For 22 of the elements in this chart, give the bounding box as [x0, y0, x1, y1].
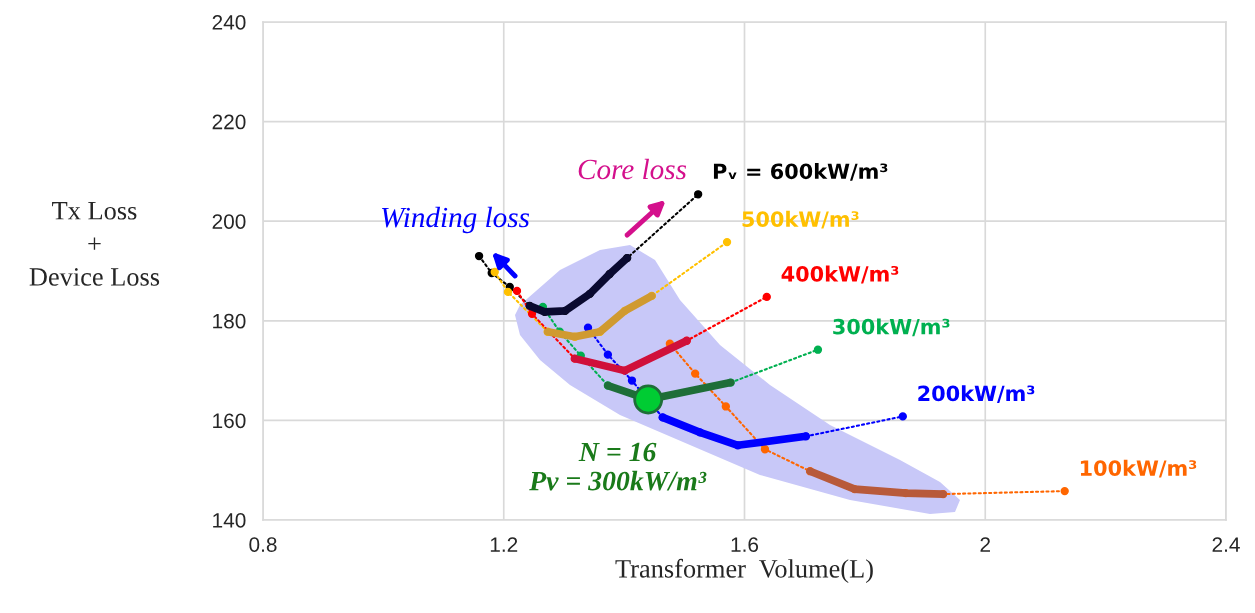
x-tick-label: 1.2	[490, 537, 518, 552]
annotation: N = 16 Pv = 300kW/m³	[529, 442, 707, 491]
y-tick-label: 160	[213, 413, 246, 429]
x-axis-title: Transformer Volume(L)	[615, 558, 873, 584]
series-label: 400kW/m³	[781, 265, 899, 284]
x-tick-label: 2	[980, 537, 990, 552]
series-label: 100kW/m³	[1080, 459, 1197, 478]
x-tick-label: 2.4	[1212, 537, 1240, 552]
y-axis-title: Tx Loss + Device Loss	[29, 202, 160, 286]
y-tick-label: 220	[212, 114, 246, 130]
series-label: Pᵥ = 600kW/m³	[713, 163, 888, 181]
y-tick-label: 240	[212, 15, 246, 30]
annotation: Core loss	[578, 158, 687, 180]
y-tick-label: 140	[213, 513, 246, 528]
y-tick-label: 180	[213, 313, 246, 329]
series-label: 200kW/m³	[918, 385, 1035, 403]
y-tick-label: 200	[212, 214, 246, 229]
series-label: 500kW/m³	[742, 210, 859, 229]
annotation: Winding loss	[381, 206, 530, 234]
x-tick-label: 1.6	[731, 537, 759, 552]
series-label: 300kW/m³	[833, 318, 950, 337]
x-tick-label: 0.8	[249, 537, 277, 552]
